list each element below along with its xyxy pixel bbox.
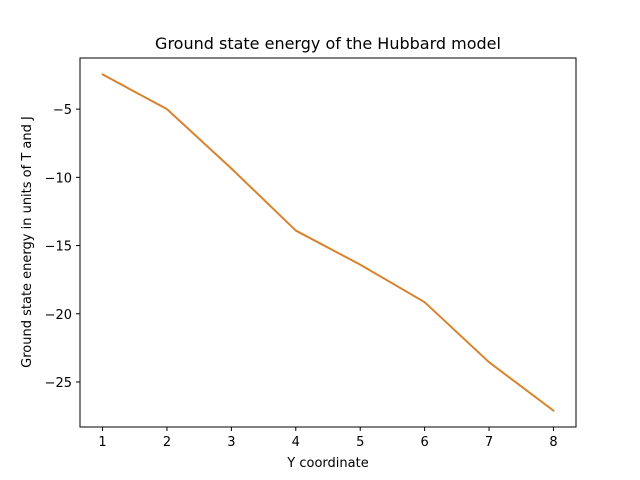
- y-axis-ticks: −5 −10 −15 −20 −25: [45, 103, 80, 391]
- x-tick-label: 3: [227, 435, 235, 450]
- x-axis-ticks: 1 2 3 4 5 6 7 8: [98, 427, 558, 450]
- series-line: [101, 73, 555, 412]
- x-tick-label: 1: [98, 435, 106, 450]
- y-tick-label: −15: [45, 240, 72, 255]
- x-tick-label: 6: [420, 435, 428, 450]
- plot-area: [79, 57, 577, 428]
- x-tick-label: 5: [356, 435, 364, 450]
- y-axis-label: Ground state energy in units of T and J: [20, 116, 35, 368]
- y-tick-label: −5: [53, 103, 72, 118]
- series-layer: [101, 73, 555, 412]
- x-tick-label: 2: [163, 435, 171, 450]
- y-tick-label: −10: [45, 171, 72, 186]
- x-axis-label: Y coordinate: [286, 456, 368, 471]
- x-tick-label: 7: [485, 435, 493, 450]
- y-tick-label: −20: [45, 308, 72, 323]
- plot-frame: [79, 57, 577, 428]
- x-tick-label: 4: [292, 435, 300, 450]
- x-tick-label: 8: [549, 435, 557, 450]
- y-tick-label: −25: [45, 376, 72, 391]
- chart-title: Ground state energy of the Hubbard model: [155, 34, 501, 53]
